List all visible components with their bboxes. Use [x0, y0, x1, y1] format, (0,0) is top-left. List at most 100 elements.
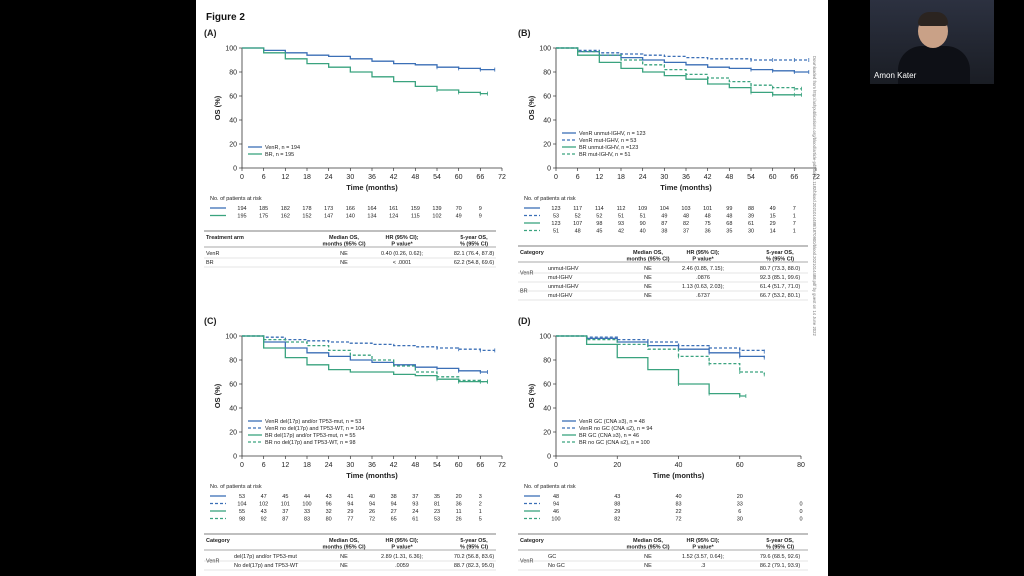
table-header-cell: P value*	[391, 242, 413, 248]
x-tick-label: 30	[660, 174, 668, 181]
risk-count: 139	[432, 206, 441, 212]
risk-count: 0	[799, 509, 802, 515]
risk-count: 101	[703, 206, 712, 212]
risk-count: 27	[391, 509, 397, 515]
risk-count: 173	[324, 206, 333, 212]
risk-count: 38	[661, 229, 667, 235]
risk-count: 35	[434, 494, 440, 500]
table-cell: GC	[548, 554, 556, 560]
table-header-cell: Category	[520, 250, 545, 256]
risk-count: 68	[726, 221, 732, 227]
table-header-cell: Median OS,	[633, 250, 663, 256]
table-header-cell: HR (95% CI);	[686, 250, 719, 256]
participant-name: Amon Kater	[874, 71, 917, 80]
legend-entry: BR GC (CNA ≥3), n = 46	[579, 433, 639, 439]
risk-count: 48	[705, 214, 711, 220]
risk-count: 87	[661, 221, 667, 227]
risk-count: 20	[737, 494, 743, 500]
x-tick-label: 36	[682, 174, 690, 181]
panel-label: (C)	[204, 316, 217, 326]
y-tick-label: 0	[547, 454, 551, 461]
risk-count: 43	[261, 509, 267, 515]
risk-count: 7	[793, 206, 796, 212]
risk-count: 40	[369, 494, 375, 500]
table-header-cell: months (95% CI)	[322, 242, 365, 248]
chart-panel: (A) 0 20 40 60 80 100 0 6 12 18 24 30 36 42 48 54 60 66 72 T…	[204, 28, 506, 268]
risk-count: 159	[411, 206, 420, 212]
risk-count: 37	[282, 509, 288, 515]
x-tick-label: 18	[617, 174, 625, 181]
risk-count: 14	[770, 229, 776, 235]
x-tick-label: 48	[411, 174, 419, 181]
panel-label: (D)	[518, 316, 531, 326]
x-tick-label: 20	[613, 462, 621, 469]
risk-count: 103	[681, 206, 690, 212]
table-cell: .0876	[696, 275, 710, 281]
slide: Figure 2 (A) 0 20 40 60 80 100 0 6 12 18 24 30 36 42 48…	[196, 0, 828, 576]
risk-count: 2	[479, 502, 482, 508]
risk-count: 24	[412, 509, 418, 515]
risk-count: 40	[640, 229, 646, 235]
table-cell: VenR	[520, 271, 533, 277]
x-tick-label: 0	[554, 462, 558, 469]
table-header-cell: % (95% CI)	[766, 545, 794, 551]
table-cell: unmut-IGHV	[548, 284, 579, 290]
y-tick-label: 20	[229, 142, 237, 149]
table-header-cell: Median OS,	[329, 235, 359, 241]
x-tick-label: 24	[325, 462, 333, 469]
table-header-cell: Median OS,	[329, 538, 359, 544]
series-line	[556, 335, 746, 397]
table-cell: 86.2 (79.1, 93.9)	[760, 563, 801, 569]
table-cell: 79.6 (68.5, 92.6)	[760, 554, 801, 560]
risk-count: 175	[259, 214, 268, 220]
table-cell: NE	[644, 554, 652, 560]
table-cell: VenR	[206, 559, 219, 565]
series-line	[556, 47, 802, 96]
risk-count: 0	[799, 502, 802, 508]
legend-entry: VenR, n = 194	[265, 145, 300, 151]
risk-count: 11	[456, 509, 462, 515]
x-tick-label: 54	[433, 462, 441, 469]
risk-count: 100	[551, 517, 560, 523]
table-cell: NE	[644, 275, 652, 281]
legend-entry: BR no del(17p) and TP53-WT, n = 98	[265, 440, 356, 446]
x-tick-label: 60	[736, 462, 744, 469]
x-tick-label: 6	[262, 174, 266, 181]
table-cell: 88.7 (82.3, 95.0)	[454, 563, 495, 569]
risk-count: 37	[683, 229, 689, 235]
risk-count: 32	[326, 509, 332, 515]
risk-count: 87	[282, 517, 288, 523]
risk-count: 44	[304, 494, 310, 500]
table-header-cell: % (95% CI)	[460, 242, 488, 248]
risk-count: 43	[614, 494, 620, 500]
video-tile: Amon Kater	[870, 0, 994, 84]
table-header-cell: 5-year OS,	[766, 538, 794, 544]
risk-count: 114	[595, 206, 604, 212]
legend-entry: VenR unmut-IGHV, n = 123	[579, 131, 646, 137]
y-axis-label: OS (%)	[527, 383, 536, 408]
risk-count: 112	[617, 206, 626, 212]
table-cell: NE	[340, 260, 348, 266]
risk-count: 93	[412, 502, 418, 508]
y-tick-label: 60	[229, 94, 237, 101]
x-tick-label: 48	[725, 174, 733, 181]
risk-count: 185	[259, 206, 268, 212]
y-tick-label: 0	[233, 166, 237, 173]
table-header-cell: months (95% CI)	[626, 257, 669, 263]
table-header-cell: HR (95% CI);	[686, 538, 719, 544]
download-watermark-text: Downloaded from http://ashpublications.o…	[812, 56, 817, 336]
risk-count: 38	[391, 494, 397, 500]
legend-entry: VenR no del(17p) and TP53-WT, n = 104	[265, 426, 364, 432]
x-tick-label: 60	[455, 174, 463, 181]
risk-count: 41	[347, 494, 353, 500]
risk-count: 23	[434, 509, 440, 515]
x-tick-label: 18	[303, 174, 311, 181]
y-axis-label: OS (%)	[213, 95, 222, 120]
y-tick-label: 0	[547, 166, 551, 173]
risk-count: 49	[770, 206, 776, 212]
risk-count: 81	[434, 502, 440, 508]
y-axis-label: OS (%)	[213, 383, 222, 408]
table-cell: 70.2 (56.8, 83.6)	[454, 554, 495, 560]
table-cell: NE	[340, 554, 348, 560]
